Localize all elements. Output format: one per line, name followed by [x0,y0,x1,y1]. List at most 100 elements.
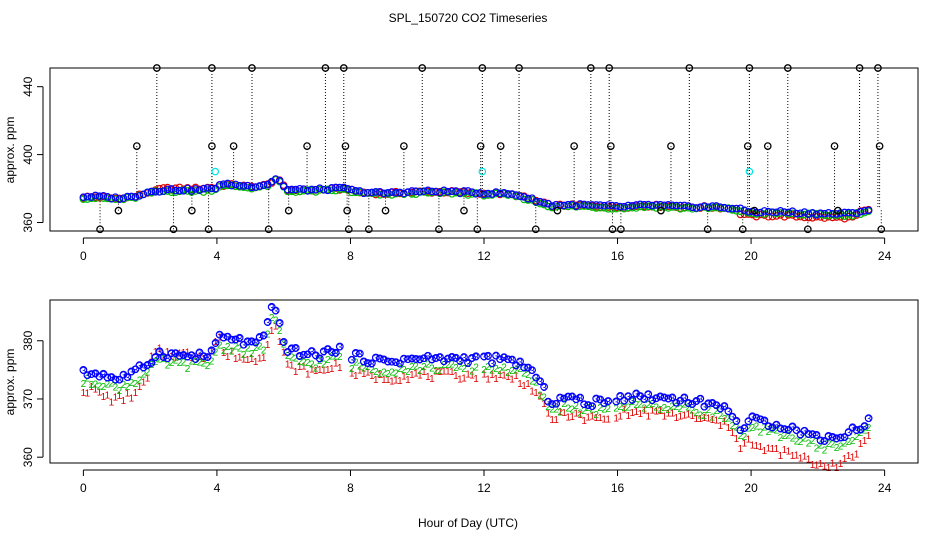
bottom-series-point [592,394,601,403]
bottom-series-marker: 3 [169,349,175,360]
bottom-series-marker: 2 [597,403,603,414]
bottom-y-axis-label: approx. ppm [3,349,17,416]
top-series-point [444,187,452,196]
spike-point [607,142,615,150]
bottom-series-point [420,354,428,363]
top-series-point [131,193,140,201]
bottom-series-marker: 2 [549,405,555,416]
top-series-point [255,182,264,190]
top-series-point [127,192,136,201]
bottom-series-marker: 2 [678,404,684,415]
bottom-series-marker: 2 [137,376,143,387]
top-series-point [508,190,516,198]
bottom-series-marker: 2 [309,360,315,371]
bottom-series-marker: 3 [682,393,688,404]
bottom-series-marker: 1 [798,454,804,465]
bottom-series-point [720,402,729,410]
top-series-point [788,207,797,215]
bottom-series-marker: 1 [129,394,135,405]
bottom-series-marker: 1 [629,408,635,419]
bottom-series-point [828,433,837,441]
bottom-series-marker: 2 [369,365,375,376]
bottom-series-marker: 2 [834,443,840,454]
bottom-series-marker: 1 [557,407,563,418]
top-series-point [299,185,308,193]
bottom-series-marker: 1 [377,370,383,381]
bottom-series-marker: 1 [653,406,659,417]
bottom-series-marker: 1 [365,367,371,378]
bottom-series-marker: 3 [529,366,535,377]
bottom-series-marker: 1 [802,452,808,463]
top-series-point [580,200,588,209]
bottom-series-marker: 1 [493,374,499,385]
bottom-series-marker: 3 [117,376,123,387]
spike-point [344,225,353,234]
bottom-series-marker: 2 [854,432,860,443]
bottom-series-marker: 1 [141,378,147,389]
bottom-series-marker: 3 [197,348,203,359]
bottom-series-marker: 2 [561,399,567,410]
bottom-series-marker: 2 [802,433,808,444]
bottom-series-marker: 1 [770,444,776,455]
bottom-series-point [844,428,853,436]
bottom-series-marker: 3 [702,403,708,414]
bottom-series-marker: 2 [365,362,371,373]
bottom-series-marker: 2 [746,423,752,434]
bottom-series-point [652,394,661,403]
bottom-series-marker: 2 [393,369,399,380]
bottom-series-point [307,347,316,355]
bottom-series-marker: 3 [217,331,223,342]
y-tick-label: 360 [21,212,35,232]
bottom-series-point [588,402,597,411]
bottom-series-marker: 2 [653,402,659,413]
spike-point [834,206,842,215]
bottom-series-marker: 1 [625,411,631,422]
bottom-series-marker: 3 [81,366,87,377]
bottom-series-marker: 3 [597,395,603,406]
bottom-series-point [428,355,436,364]
top-series-point [572,202,580,211]
top-series-point [860,207,869,215]
bottom-series-marker: 1 [93,385,99,396]
top-series-point [760,207,769,215]
cyan-point [211,167,220,176]
bottom-series-marker: 2 [377,369,383,380]
bottom-series-marker: 2 [858,428,864,439]
bottom-series-marker: 2 [249,349,255,360]
top-series-point [155,187,164,196]
bottom-series-point [355,349,364,358]
top-series-point [560,201,568,210]
top-y-axis-label: approx. ppm [3,117,17,184]
x-tick-label: 16 [611,481,625,495]
bottom-series-marker: 2 [289,353,295,364]
bottom-series-marker: 1 [746,434,752,445]
top-series-point [600,201,608,210]
spike-point [738,225,747,234]
x-tick-label: 16 [611,249,625,263]
top-series-point [259,181,268,190]
spike-point [617,225,625,234]
bottom-series-marker: 1 [497,370,503,381]
bottom-series-marker: 1 [858,439,864,450]
bottom-series-marker: 1 [125,388,131,399]
bottom-series-marker: 1 [541,399,547,410]
bottom-series-point [528,366,536,375]
bottom-series-marker: 2 [485,362,491,373]
top-series-point [195,186,204,194]
bottom-series-point [464,358,472,367]
bottom-series-marker: 2 [385,369,391,380]
bottom-series-marker: 2 [397,364,403,375]
top-series-point [199,184,208,193]
bottom-series-point [692,397,701,405]
top-series-point [496,189,504,198]
bottom-series-marker: 2 [790,433,796,444]
bottom-series-marker: 1 [173,353,179,364]
bottom-series-marker: 2 [766,427,772,438]
bottom-series-marker: 1 [417,371,423,382]
bottom-series-marker: 2 [706,405,712,416]
top-series-point [352,187,360,195]
bottom-series-marker: 2 [141,369,147,380]
bottom-series-marker: 2 [818,441,824,452]
top-series-point [708,202,717,210]
top-series-point [636,200,645,209]
